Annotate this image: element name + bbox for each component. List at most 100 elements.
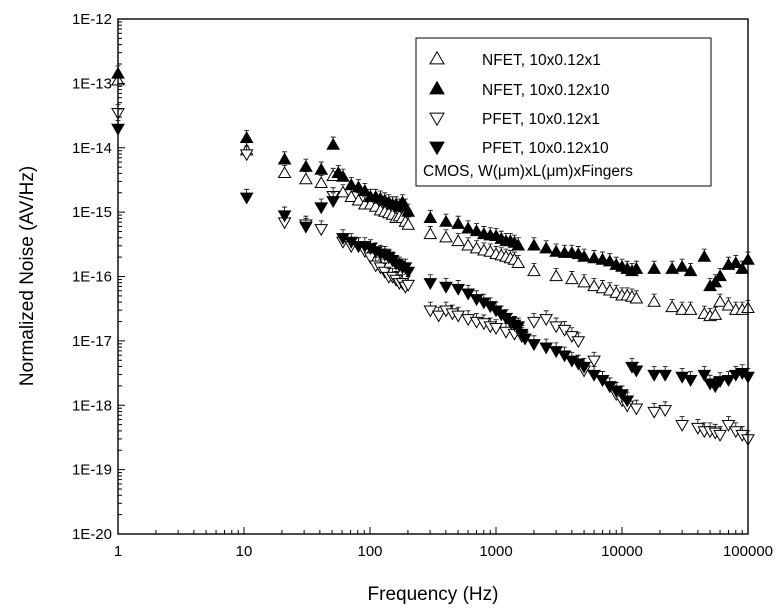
y-tick-label: 1E-20 (72, 526, 112, 543)
y-tick-label: 1E-16 (72, 269, 112, 286)
data-point (539, 314, 554, 327)
x-tick-label: 1 (114, 543, 122, 560)
x-tick-label: 100 (357, 543, 382, 560)
legend-marker (429, 112, 445, 127)
data-point (314, 176, 329, 189)
data-point (675, 302, 689, 315)
data-point (451, 234, 466, 247)
y-tick-label: 1E-15 (72, 204, 112, 221)
data-point (647, 294, 662, 307)
data-point (629, 403, 644, 416)
data-point (675, 259, 689, 272)
data-point (511, 256, 526, 269)
data-point (587, 355, 601, 368)
data-point (326, 196, 341, 209)
y-tick-label: 1E-19 (72, 462, 112, 479)
data-point (489, 323, 503, 336)
data-point (539, 342, 554, 355)
data-point (469, 241, 484, 254)
y-tick-label: 1E-12 (72, 11, 112, 28)
data-point (451, 283, 466, 296)
data-point (658, 405, 673, 418)
data-point (239, 192, 254, 205)
data-point (461, 221, 476, 234)
data-point (299, 172, 313, 185)
data-point (401, 279, 416, 292)
data-point (602, 254, 617, 267)
data-point (721, 298, 736, 311)
legend-label: PFET, 10x0.12x1 (482, 111, 600, 128)
legend-marker (429, 141, 445, 156)
data-point (431, 310, 446, 323)
x-axis-title: Frequency (Hz) (368, 584, 499, 605)
data-point (629, 261, 644, 274)
data-point (314, 162, 329, 175)
data-point (439, 214, 453, 227)
data-point (697, 249, 712, 262)
data-point (527, 339, 541, 352)
data-point (451, 216, 466, 229)
x-tick-label: 10 (236, 543, 253, 560)
series-2 (111, 65, 755, 292)
data-point (539, 241, 554, 254)
data-point (708, 275, 723, 288)
data-point (344, 190, 359, 202)
data-point (336, 169, 350, 182)
legend-label: PFET, 10x0.12x10 (482, 140, 609, 157)
data-point (708, 307, 723, 320)
data-point (326, 137, 341, 150)
data-point (721, 374, 736, 387)
data-point (314, 202, 329, 215)
data-point (423, 278, 438, 291)
data-point (527, 238, 541, 251)
data-point (401, 217, 416, 230)
data-point (647, 261, 662, 274)
data-point (665, 261, 680, 274)
data-point (357, 184, 372, 197)
data-point (549, 244, 563, 257)
data-point (620, 395, 635, 408)
data-point (351, 180, 366, 193)
data-point (571, 336, 586, 349)
y-tick-label: 1E-13 (72, 75, 112, 92)
data-point (629, 291, 644, 304)
data-point (683, 374, 698, 387)
data-point (721, 419, 736, 432)
data-point (439, 281, 453, 294)
data-point (423, 227, 438, 240)
data-point (461, 238, 476, 251)
legend-box (415, 37, 712, 187)
x-tick-label: 10000 (601, 543, 643, 560)
y-tick-label: 1E-17 (72, 333, 112, 350)
data-points (111, 65, 755, 447)
data-point (713, 429, 727, 442)
legend-marker (429, 80, 445, 95)
data-point (401, 266, 416, 279)
data-point (557, 324, 572, 337)
data-point (595, 281, 610, 294)
legend-note: CMOS, W(μm)xL(μm)xFingers (423, 163, 633, 180)
data-point (595, 252, 610, 265)
y-tick-label: 1E-14 (72, 140, 112, 157)
data-point (527, 264, 541, 277)
y-tick-label: 1E-18 (72, 397, 112, 414)
x-tick-label: 100000 (723, 543, 773, 560)
data-point (587, 279, 601, 292)
data-point (683, 264, 698, 277)
data-point (277, 210, 292, 223)
legend-label: NFET, 10x0.12x10 (482, 82, 610, 99)
data-point (239, 149, 254, 162)
data-point (527, 316, 541, 329)
data-point (713, 376, 727, 389)
data-point (439, 230, 453, 243)
data-point (549, 269, 563, 282)
data-point (336, 185, 350, 198)
data-point (647, 406, 662, 419)
data-point (299, 159, 313, 172)
data-point (665, 300, 680, 313)
legend-marker (429, 50, 445, 65)
data-point (697, 369, 712, 382)
data-point (595, 374, 610, 387)
data-point (683, 302, 698, 315)
